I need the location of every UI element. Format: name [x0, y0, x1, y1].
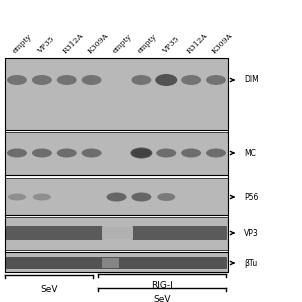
Bar: [5, 58, 228, 130]
Text: DIM: DIM: [244, 76, 259, 85]
Bar: [5, 217, 228, 250]
Ellipse shape: [157, 193, 175, 201]
Text: K309A: K309A: [210, 31, 234, 55]
Ellipse shape: [155, 74, 177, 86]
Ellipse shape: [130, 147, 153, 159]
Ellipse shape: [131, 192, 151, 201]
Bar: [5, 132, 228, 175]
Ellipse shape: [57, 75, 77, 85]
Ellipse shape: [82, 75, 102, 85]
Text: VP3: VP3: [244, 229, 259, 237]
Ellipse shape: [33, 194, 51, 201]
Text: K309A: K309A: [86, 31, 110, 55]
Bar: [5, 178, 228, 215]
Text: R312A: R312A: [185, 31, 210, 55]
Text: βTu: βTu: [244, 259, 257, 268]
Ellipse shape: [7, 149, 27, 158]
Bar: [5, 252, 228, 272]
Ellipse shape: [107, 192, 127, 201]
Ellipse shape: [82, 149, 102, 158]
Text: VP35: VP35: [161, 35, 181, 55]
Text: R312A: R312A: [61, 31, 85, 55]
Ellipse shape: [181, 75, 201, 85]
Ellipse shape: [156, 149, 176, 158]
Text: MC: MC: [244, 149, 256, 158]
Text: RIG-I: RIG-I: [151, 281, 173, 290]
Text: empty: empty: [111, 32, 133, 55]
Ellipse shape: [206, 149, 226, 158]
FancyBboxPatch shape: [6, 226, 103, 240]
Ellipse shape: [131, 75, 151, 85]
Ellipse shape: [8, 194, 26, 201]
Ellipse shape: [32, 75, 52, 85]
Ellipse shape: [57, 149, 77, 158]
Text: P56: P56: [244, 192, 259, 201]
Ellipse shape: [131, 149, 151, 158]
Text: empty: empty: [136, 32, 158, 55]
Text: VP35: VP35: [36, 35, 56, 55]
Ellipse shape: [206, 75, 226, 85]
FancyBboxPatch shape: [6, 257, 227, 269]
Text: SeV: SeV: [153, 295, 171, 302]
Text: empty: empty: [11, 32, 34, 55]
Bar: [102, 258, 118, 268]
FancyBboxPatch shape: [132, 226, 227, 240]
Bar: [102, 227, 133, 239]
Ellipse shape: [32, 149, 52, 158]
Text: SeV: SeV: [40, 285, 58, 294]
Ellipse shape: [181, 149, 201, 158]
Ellipse shape: [7, 75, 27, 85]
Bar: [5, 58, 228, 272]
